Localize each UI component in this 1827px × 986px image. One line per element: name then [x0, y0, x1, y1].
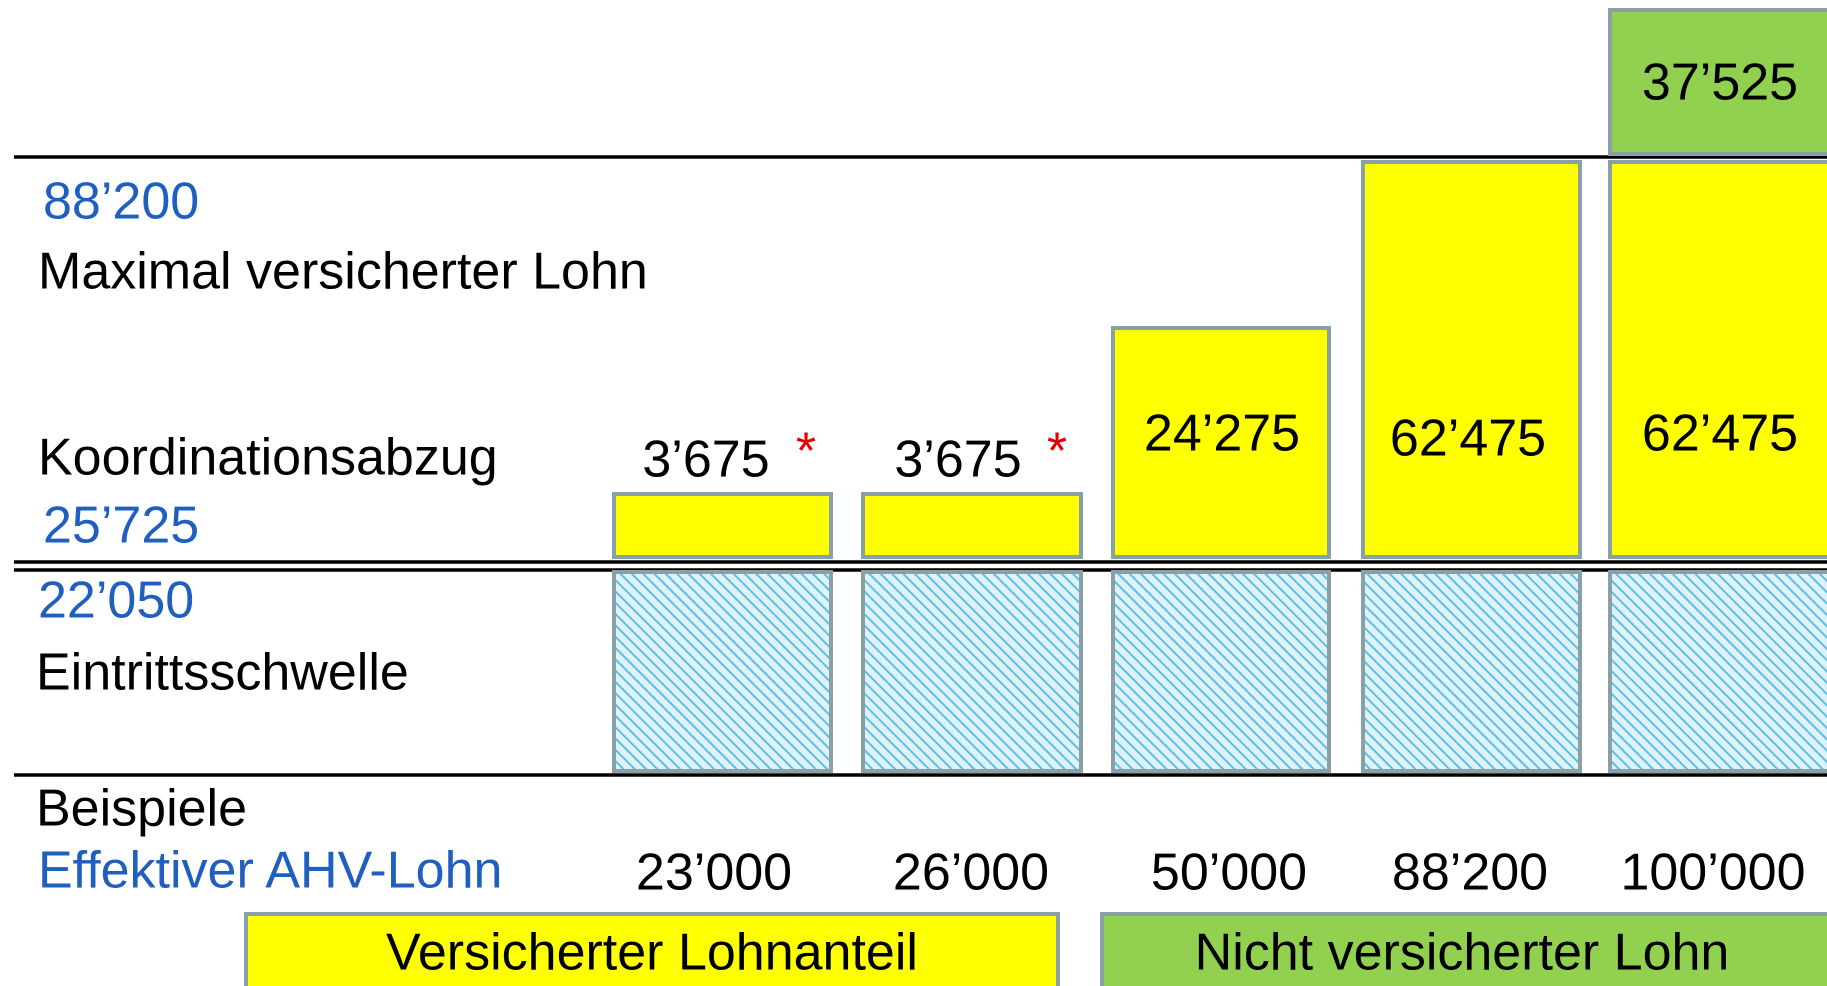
insured-label: 24’275: [1144, 405, 1300, 463]
legend-insured: Versicherter Lohnanteil: [386, 924, 918, 982]
uninsured-bar: [1608, 8, 1827, 156]
insured-bar: [1111, 326, 1331, 559]
threshold-box: [861, 570, 1083, 773]
insured-bar: [1608, 160, 1827, 559]
threshold-box: [1111, 570, 1331, 773]
examples-label: Beispiele: [36, 780, 247, 838]
insured-bar: [1361, 160, 1582, 559]
threshold-box: [1608, 570, 1827, 773]
wage-value: 88’200: [1392, 844, 1548, 902]
wage-value: 100’000: [1620, 844, 1805, 902]
insured-label: 3’675: [894, 431, 1021, 489]
legend-insured-box: [244, 912, 1060, 986]
insured-bar: [861, 492, 1083, 559]
max-label: Maximal versicherter Lohn: [38, 243, 648, 301]
insured-label: 3’675: [642, 431, 769, 489]
legend-uninsured-box: [1100, 912, 1827, 986]
insured-label: 62’475: [1642, 405, 1798, 463]
note-mark: *: [796, 423, 816, 481]
coord-value: 25’725: [43, 497, 199, 555]
coord-label: Koordinationsabzug: [38, 429, 498, 487]
threshold-value: 22’050: [38, 572, 194, 630]
max-value: 88’200: [43, 173, 199, 231]
threshold-label: Eintrittsschwelle: [36, 644, 409, 702]
legend-uninsured: Nicht versicherter Lohn: [1195, 924, 1730, 982]
wage-value: 50’000: [1151, 844, 1307, 902]
wage-value: 23’000: [636, 844, 792, 902]
uninsured-label: 37’525: [1642, 54, 1798, 112]
threshold-box: [612, 570, 833, 773]
insured-bar: [612, 492, 833, 559]
note-mark: *: [1047, 423, 1067, 481]
insured-label: 62’475: [1390, 410, 1546, 468]
wage-label: Effektiver AHV-Lohn: [38, 842, 502, 900]
threshold-box: [1361, 570, 1582, 773]
wage-value: 26’000: [893, 844, 1049, 902]
